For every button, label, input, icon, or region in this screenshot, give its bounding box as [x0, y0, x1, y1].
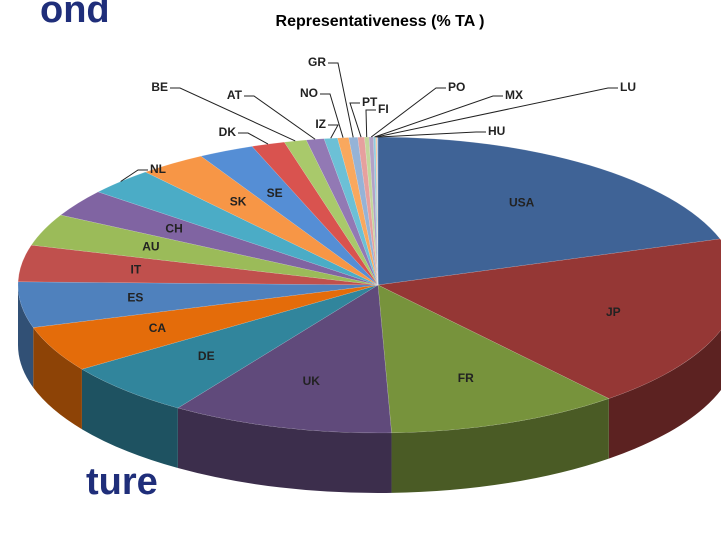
slice-label: DK — [219, 125, 237, 139]
slice-label: GR — [308, 55, 326, 69]
leader-line — [120, 169, 148, 182]
slice — [17, 281, 379, 328]
leader-line — [328, 124, 339, 139]
slice-label: ES — [127, 291, 143, 305]
slice-label: MX — [505, 88, 523, 102]
leader-line — [349, 102, 362, 138]
slice — [200, 146, 379, 286]
slice-label: IZ — [315, 117, 326, 131]
chart-title: Representativeness (% TA ) — [276, 13, 485, 30]
slice-label: IT — [131, 262, 142, 276]
slice — [377, 284, 610, 434]
slice — [251, 141, 379, 286]
slice-side — [33, 327, 82, 430]
slice-label: UK — [303, 374, 321, 388]
slice — [81, 284, 379, 409]
leader-line — [376, 87, 618, 138]
slice-label: DE — [198, 349, 215, 363]
leader-line — [377, 131, 486, 138]
slice — [364, 136, 379, 286]
slice — [32, 284, 379, 370]
leader-line — [238, 132, 269, 145]
leader-line — [320, 93, 344, 138]
slice — [177, 284, 392, 434]
slice-label: AU — [142, 240, 159, 254]
leader-line — [374, 95, 503, 138]
slice-label: PO — [448, 80, 465, 94]
slice-label: SK — [230, 195, 247, 209]
leader-line — [365, 109, 376, 138]
slice-side — [608, 329, 721, 459]
slice-label: LU — [620, 80, 636, 94]
leader-line — [244, 95, 316, 140]
slide-fragment: ture — [86, 461, 158, 503]
slice-side — [81, 369, 178, 469]
slice — [17, 244, 379, 286]
slice-label: NO — [300, 86, 318, 100]
leader-line — [170, 87, 296, 142]
slice-side — [391, 398, 609, 493]
slice-label: FI — [378, 102, 389, 116]
slice-side — [18, 285, 34, 388]
slice — [357, 136, 379, 286]
slice-label: BE — [151, 80, 168, 94]
slice-label: FR — [458, 371, 474, 385]
leader-line — [370, 87, 446, 138]
slice — [377, 238, 721, 399]
slide-fragment: ond — [40, 0, 110, 31]
slice-label: USA — [509, 196, 535, 210]
slice — [30, 214, 379, 286]
slice-label: CH — [165, 221, 182, 235]
slice — [377, 136, 721, 286]
slice — [144, 155, 379, 286]
slice-label: CA — [149, 321, 167, 335]
slice-label: PT — [362, 95, 378, 109]
slice-label: NL — [150, 162, 166, 176]
slice-label: HU — [488, 124, 505, 138]
slice-side — [177, 408, 392, 494]
slice-label: AT — [227, 88, 243, 102]
slice-label: SE — [267, 186, 283, 200]
slice — [305, 138, 379, 286]
slice — [60, 191, 379, 286]
leader-line — [328, 62, 354, 138]
slice-label: JP — [606, 305, 621, 319]
slice — [368, 136, 379, 286]
slice — [323, 137, 379, 286]
